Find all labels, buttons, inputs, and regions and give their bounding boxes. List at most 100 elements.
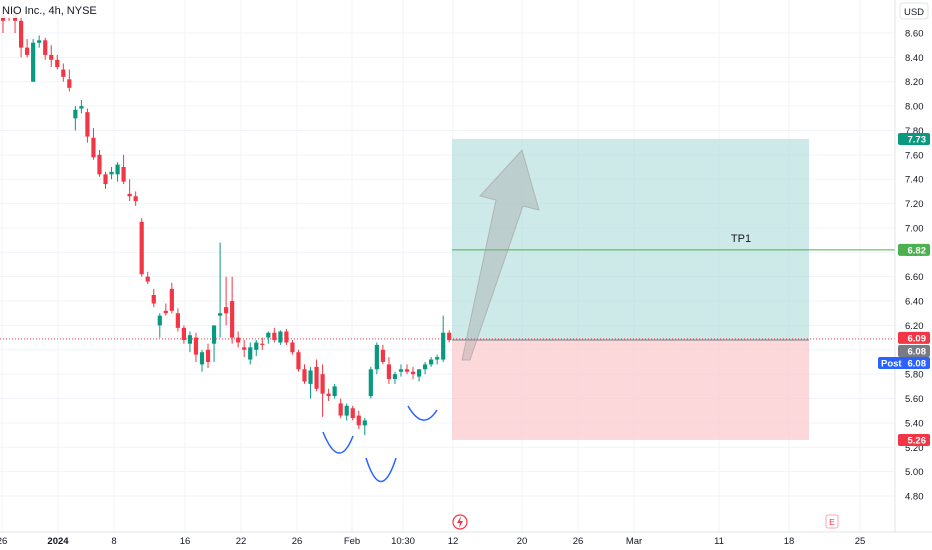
time-tick-label: 10:30 [391, 536, 415, 547]
candle [67, 69, 72, 92]
post-market-badge: Post 6.08 [878, 357, 930, 370]
price-tick-label: 5.00 [905, 467, 924, 478]
candle [97, 149, 102, 177]
candle [410, 366, 416, 380]
candle [181, 325, 186, 344]
projection-arrow[interactable] [461, 148, 540, 361]
right-shoulder-curve[interactable] [407, 405, 438, 421]
price-badges: 7.73 6.82 6.09 6.08 5.26 Post 6.08 [878, 133, 930, 446]
price-axis[interactable]: 8.608.408.208.007.807.607.407.207.006.80… [894, 0, 924, 532]
candle [175, 308, 180, 332]
price-tick-label: 6.40 [905, 297, 924, 308]
price-tick-label: 7.40 [905, 175, 924, 186]
price-tick-label: 6.60 [905, 272, 924, 283]
candle [447, 330, 452, 343]
risk-zone[interactable] [452, 340, 809, 440]
candle [441, 315, 446, 362]
candlestick-series [0, 2, 452, 436]
candle [139, 218, 144, 277]
candle [157, 313, 162, 338]
time-tick-label: 26 [573, 536, 584, 547]
svg-text:6.08: 6.08 [908, 347, 927, 358]
candle [332, 383, 337, 399]
time-tick-label: 11 [714, 536, 724, 547]
lightning-icon[interactable] [452, 514, 468, 530]
stop-price-badge: 5.26 [898, 433, 930, 446]
svg-text:7.73: 7.73 [908, 135, 927, 146]
price-tick-label: 8.20 [905, 77, 924, 88]
candle [254, 340, 259, 356]
target-price-badge: 7.73 [898, 133, 930, 146]
candle [386, 357, 392, 384]
head-curve[interactable] [365, 457, 397, 482]
earnings-icon[interactable]: E [825, 514, 839, 529]
candle [326, 388, 331, 401]
candle [205, 343, 211, 369]
candle [169, 282, 174, 314]
time-tick-label: 20 [517, 536, 528, 547]
price-tick-label: 8.00 [905, 102, 924, 113]
price-tick-label: 7.80 [905, 126, 924, 137]
time-axis[interactable]: 26 2024 8 16 22 26 Feb 10:30 12 20 26 Mar 11 18 25 [0, 531, 932, 547]
candle [103, 171, 108, 189]
candle [85, 108, 90, 143]
time-tick-label: Mar [626, 536, 642, 547]
long-position-tool[interactable] [452, 139, 809, 440]
candle [380, 344, 385, 365]
candle [435, 354, 440, 365]
time-tick-label: 22 [236, 536, 247, 547]
pattern-curves[interactable] [322, 405, 438, 482]
candle [290, 340, 295, 355]
time-tick-label: 16 [180, 536, 191, 547]
candle [308, 366, 313, 399]
candle [121, 154, 126, 185]
time-tick-label: 2024 [47, 536, 69, 547]
candle [61, 63, 66, 82]
candle [91, 128, 96, 160]
candle [43, 37, 48, 60]
candle [344, 403, 349, 421]
svg-text:6.08: 6.08 [908, 359, 927, 370]
candle [109, 167, 114, 180]
candle [338, 398, 343, 419]
price-tick-label: 5.20 [905, 443, 924, 454]
candle [374, 342, 379, 375]
candle [248, 342, 253, 365]
symbol-title: NIO Inc., 4h, NYSE [2, 5, 97, 17]
currency-label: USD [904, 7, 924, 18]
candle [224, 276, 229, 326]
candle [236, 331, 241, 348]
candle [133, 191, 138, 207]
candle [266, 331, 271, 344]
candle [272, 327, 277, 343]
candle [115, 162, 120, 182]
time-tick-label: 26 [0, 536, 7, 547]
candle [260, 337, 265, 350]
price-tick-label: 5.80 [905, 370, 924, 381]
time-tick-label: Feb [344, 536, 360, 547]
left-shoulder-curve[interactable] [322, 431, 354, 454]
candle [217, 242, 223, 338]
svg-text:6.09: 6.09 [908, 333, 927, 344]
candle [145, 271, 150, 284]
candle [73, 106, 78, 131]
currency-button[interactable]: USD [899, 2, 929, 20]
price-tick-label: 5.40 [905, 418, 924, 429]
candle [356, 410, 361, 429]
candle [127, 179, 132, 202]
candle [31, 39, 36, 82]
candle [193, 332, 199, 362]
time-tick-label: 26 [292, 536, 303, 547]
candle [278, 330, 283, 345]
candle [163, 303, 168, 316]
candle [429, 357, 434, 367]
svg-text:Post: Post [881, 359, 902, 370]
candle [187, 331, 193, 353]
candle [242, 340, 247, 358]
candle [230, 276, 235, 344]
candle [49, 45, 54, 68]
candle [211, 325, 217, 362]
candle [284, 329, 289, 345]
price-tick-label: 7.00 [905, 223, 924, 234]
